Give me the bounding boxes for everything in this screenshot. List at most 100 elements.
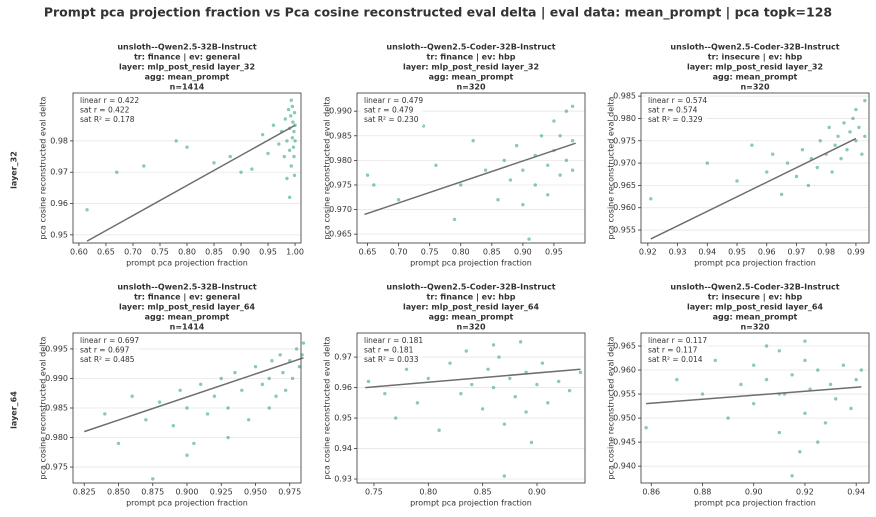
scatter-point [292, 154, 296, 159]
panel-title: agg: mean_prompt [429, 73, 514, 82]
scatter-point [779, 192, 784, 197]
scatter-point [713, 358, 717, 363]
x-tick-label: 0.900 [176, 488, 199, 497]
panel-title: agg: mean_prompt [145, 313, 230, 322]
fit-line [365, 368, 581, 389]
scatter-point [823, 421, 828, 425]
axes-frame [640, 332, 870, 484]
scatter-point [205, 412, 210, 416]
scatter-point [827, 125, 831, 130]
x-tick-label: 0.75 [365, 488, 383, 497]
y-tick-label: 0.965 [613, 341, 636, 350]
scatter-point [849, 406, 853, 411]
x-tick-label: 0.92 [796, 488, 814, 497]
scatter-point [790, 373, 794, 377]
x-tick-label: 0.95 [728, 248, 746, 257]
scatter-point [144, 418, 148, 422]
scatter-point [558, 173, 562, 177]
scatter-point [815, 165, 819, 170]
scatter-point [285, 176, 289, 181]
y-tick-label: 0.945 [613, 438, 636, 447]
y-tick-label: 0.980 [613, 114, 636, 123]
panel-title: tr: insecure | ev: hbp [708, 293, 803, 302]
scatter-point [514, 143, 519, 148]
scatter-point [752, 401, 756, 406]
y-tick-label: 0.94 [334, 444, 352, 453]
scatter-point [480, 407, 485, 411]
x-tick-label: 0.97 [788, 248, 806, 257]
scatter-point [803, 411, 807, 415]
panel-title: unsloth--Qwen2.5-Coder-32B-Instruct [386, 283, 555, 292]
scatter-point [185, 406, 189, 410]
x-tick-label: 0.90 [232, 248, 250, 257]
x-tick-label: 0.70 [124, 248, 142, 257]
scatter-point [540, 361, 545, 365]
scatter-point [764, 344, 769, 348]
annotation: linear r = 0.479 [364, 96, 423, 105]
scatter-point [800, 147, 805, 152]
scatter-point [470, 382, 474, 387]
scatter-point [250, 167, 254, 171]
scatter-point [491, 385, 496, 390]
scatter-point [289, 164, 293, 168]
y-tick-label: 0.990 [45, 374, 68, 383]
fit-line [650, 137, 857, 240]
scatter-point [557, 379, 561, 384]
scatter-point [366, 379, 371, 384]
scatter-point [253, 364, 258, 369]
scatter-point [491, 343, 496, 347]
y-tick-label: 0.985 [613, 92, 636, 101]
y-tick-label: 0.955 [613, 390, 636, 399]
scatter-point [854, 377, 858, 382]
annotation-box [77, 96, 139, 126]
scatter-point [171, 424, 175, 428]
scatter-point [292, 111, 297, 115]
scatter-point [644, 426, 648, 430]
y-tick-label: 0.975 [45, 463, 68, 472]
scatter-point [471, 139, 475, 143]
scatter-point [292, 173, 297, 178]
scatter-point [452, 217, 457, 222]
scatter-point [290, 136, 295, 140]
annotation-box [645, 96, 707, 126]
scatter-point [857, 125, 861, 130]
y-tick-label: 0.96 [50, 199, 68, 208]
panel-title: agg: mean_prompt [713, 313, 798, 322]
annotation: sat r = 0.117 [648, 346, 698, 355]
annotation: sat r = 0.422 [80, 106, 130, 115]
scatter-point [239, 170, 243, 174]
panel-title: layer: mlp_post_resid layer_32 [403, 63, 539, 72]
scatter-point [290, 376, 295, 381]
scatter-point [483, 168, 488, 172]
y-tick-label: 0.975 [329, 180, 352, 189]
scatter-point [278, 353, 282, 357]
panel-title: n=1414 [170, 83, 205, 92]
y-axis-label: pca cosine reconstructed eval delta [323, 336, 332, 479]
scatter-point [185, 145, 189, 149]
scatter-point [845, 147, 849, 152]
scatter-point [803, 358, 807, 363]
scatter-point [174, 139, 178, 143]
y-tick-label: 0.940 [613, 462, 636, 471]
x-tick-label: 0.85 [474, 488, 492, 497]
scatter-point [828, 382, 833, 387]
x-tick-label: 0.75 [421, 248, 439, 257]
scatter-point [839, 156, 843, 161]
x-tick-label: 0.95 [259, 248, 277, 257]
x-tick-label: 0.60 [70, 248, 88, 257]
scatter-point [459, 391, 463, 396]
scatter-point [285, 139, 289, 143]
scatter-point [434, 163, 438, 167]
scatter-point [816, 368, 820, 372]
scatter-point [270, 359, 274, 363]
scatter-point [750, 143, 754, 147]
scatter-point [854, 139, 858, 143]
y-tick-label: 0.950 [613, 414, 636, 423]
scatter-point [863, 134, 867, 139]
panel-title: tr: finance | ev: hbp [427, 293, 516, 302]
scatter-point [212, 394, 217, 398]
x-tick-label: 0.850 [107, 488, 130, 497]
x-tick-label: 0.65 [359, 248, 377, 257]
scatter-point [524, 410, 528, 414]
